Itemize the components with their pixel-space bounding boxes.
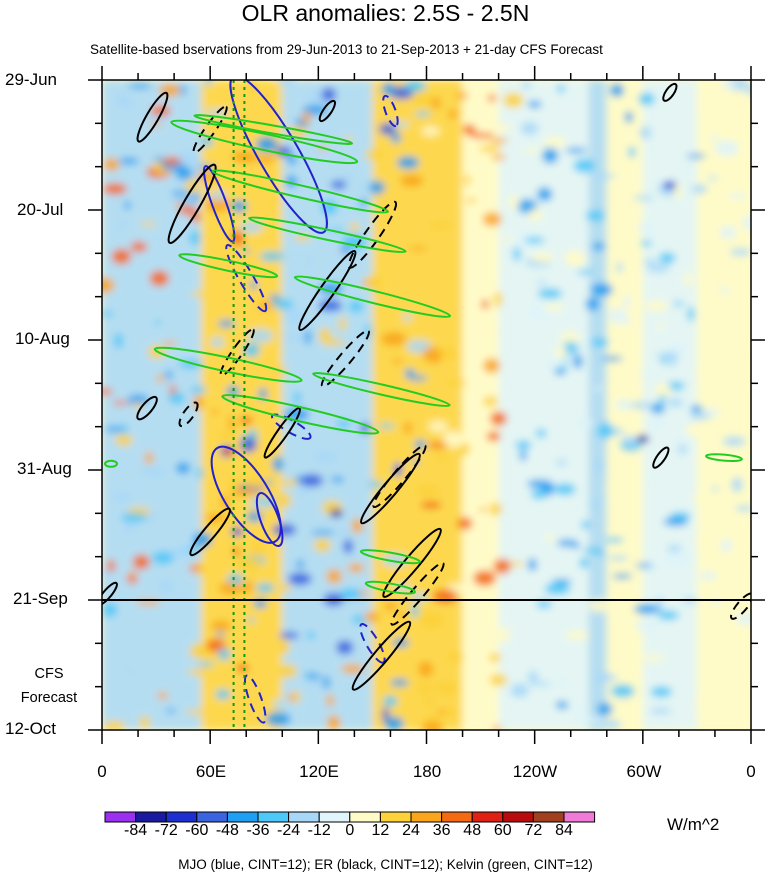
- colorbar-swatch: [410, 811, 443, 823]
- forecast-label: Forecast: [20, 690, 78, 706]
- colorbar-swatch: [563, 811, 596, 823]
- y-tick-label: 12-Oct: [5, 719, 57, 738]
- colorbar-swatch: [318, 811, 351, 823]
- chart-title: OLR anomalies: 2.5S - 2.5N: [241, 0, 530, 26]
- colorbar-swatch: [471, 811, 504, 823]
- colorbar-tick-label: -36: [246, 822, 270, 839]
- er-contour: [167, 163, 217, 244]
- er-contour: [192, 105, 228, 154]
- colorbar-tick-label: 0: [345, 822, 355, 839]
- colorbar-tick-label: -84: [124, 822, 148, 839]
- kelvin-contour: [293, 275, 452, 318]
- colorbar-swatch: [502, 811, 534, 823]
- mjo-contour: [229, 80, 328, 234]
- colorbar-tick-label: -24: [277, 822, 301, 839]
- kelvin-contour: [312, 372, 451, 408]
- colorbar-swatch: [196, 811, 228, 823]
- mjo-contour: [243, 674, 267, 724]
- kelvin-contour: [211, 169, 390, 214]
- mjo-contour: [210, 445, 282, 544]
- contour-legend-text: MJO (blue, CINT=12); ER (black, CINT=12)…: [178, 857, 593, 872]
- forecast-label: CFS: [34, 666, 64, 682]
- er-contour: [219, 328, 255, 377]
- er-contour: [318, 99, 336, 123]
- x-tick-label: 180: [412, 762, 442, 781]
- colorbar-swatch: [165, 811, 198, 823]
- colorbar-swatch: [257, 811, 290, 823]
- colorbar-swatch: [379, 811, 412, 823]
- colorbar-unit: W/m^2: [667, 815, 720, 834]
- x-tick-label: 120E: [299, 762, 339, 781]
- colorbar-swatch: [532, 811, 565, 823]
- colorbar-tick-label: -60: [185, 822, 209, 839]
- x-tick-label: 0: [97, 762, 107, 781]
- er-contour: [730, 592, 751, 620]
- er-contour: [320, 329, 370, 388]
- x-tick-label: 120W: [512, 762, 558, 781]
- colorbar-swatch: [104, 811, 137, 823]
- mjo-contour: [382, 94, 399, 128]
- kelvin-contour: [364, 580, 417, 595]
- colorbar-swatch: [349, 811, 381, 823]
- colorbar-tick-label: 48: [463, 822, 482, 839]
- colorbar-tick-label: 36: [432, 822, 451, 839]
- er-contour: [351, 620, 412, 691]
- colorbar-tick-label: -72: [154, 822, 178, 839]
- er-contour: [189, 507, 231, 557]
- er-contour: [372, 444, 427, 509]
- kelvin-contour: [178, 253, 279, 279]
- x-tick-label: 60E: [195, 762, 227, 781]
- chart-subtitle: Satellite-based bservations from 29-Jun-…: [90, 42, 603, 57]
- colorbar-tick-label: 60: [493, 822, 512, 839]
- colorbar-swatch: [441, 811, 473, 823]
- colorbar-tick-label: -12: [307, 822, 331, 839]
- colorbar-swatch: [226, 811, 259, 823]
- y-tick-label: 31-Aug: [17, 459, 72, 478]
- er-contour: [178, 401, 199, 428]
- mjo-contour: [255, 492, 284, 548]
- er-contour: [298, 249, 357, 331]
- er-contour: [136, 91, 169, 143]
- olr-anomaly-field: [102, 80, 751, 730]
- kelvin-contour: [170, 119, 359, 165]
- field-patches: [102, 80, 751, 730]
- mjo-contour: [359, 623, 386, 664]
- mjo-contour: [225, 244, 268, 313]
- er-contour: [347, 200, 398, 269]
- contour-overlays: [102, 80, 751, 730]
- y-tick-label: 29-Jun: [5, 70, 57, 89]
- er-contour: [652, 446, 670, 469]
- er-contour: [263, 407, 301, 459]
- y-tick-label: 20-Jul: [17, 200, 64, 219]
- colorbar-tick-label: 84: [555, 822, 573, 839]
- kelvin-contour: [359, 549, 421, 565]
- y-tick-label: 10-Aug: [15, 329, 70, 348]
- kelvin-contour: [193, 114, 354, 145]
- x-tick-label: 60W: [626, 762, 662, 781]
- kelvin-contour: [705, 453, 743, 462]
- y-tick-label: 21-Sep: [13, 589, 68, 608]
- colorbar-tick-label: 12: [371, 822, 390, 839]
- colorbar-tick-label: -48: [215, 822, 239, 839]
- er-contour: [382, 527, 442, 598]
- kelvin-contour: [248, 216, 407, 254]
- x-tick-label: 0: [746, 762, 756, 781]
- er-contour: [102, 581, 118, 606]
- colorbar-tick-label: 24: [402, 822, 420, 839]
- colorbar-swatch: [135, 811, 167, 823]
- colorbar: [104, 811, 596, 823]
- kelvin-contour: [221, 394, 380, 435]
- colorbar-swatch: [288, 811, 320, 823]
- er-contour: [662, 82, 678, 102]
- colorbar-tick-label: 72: [524, 822, 543, 839]
- er-contour: [136, 395, 158, 421]
- plot-axes: [88, 66, 765, 744]
- kelvin-contour: [104, 459, 119, 468]
- kelvin-contour: [153, 346, 303, 383]
